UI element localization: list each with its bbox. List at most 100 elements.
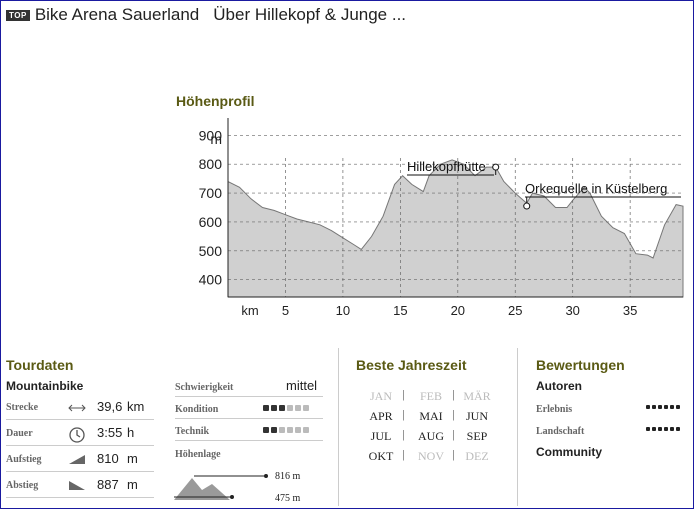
marker-label: Orkequelle in Küstelberg xyxy=(525,181,667,196)
column-divider xyxy=(517,348,518,506)
technik-rating xyxy=(263,427,309,433)
month-jun: JUN xyxy=(465,409,488,423)
month-separator: | xyxy=(452,409,455,421)
column-divider xyxy=(338,348,339,506)
max-elev-dot xyxy=(264,474,268,478)
tour-row-label: Dauer xyxy=(6,428,33,439)
rating-dot xyxy=(646,427,650,431)
rating-dot xyxy=(271,427,277,433)
x-tick-label: 5 xyxy=(282,303,289,318)
rating-dot xyxy=(664,427,668,431)
month-dez: DEZ xyxy=(465,449,489,463)
schwierigkeit-label: Schwierigkeit xyxy=(175,382,234,393)
rating-dot xyxy=(658,405,662,409)
x-tick-label: 35 xyxy=(623,303,637,318)
tour-row-value: 810 xyxy=(97,451,119,466)
elevation-area xyxy=(227,159,684,298)
rating-dot xyxy=(664,405,668,409)
y-tick-label: 400 xyxy=(199,272,223,288)
month-feb: FEB xyxy=(419,389,442,403)
hoehenlage-label: Höhenlage xyxy=(175,449,221,460)
month-mai: MAI xyxy=(419,409,443,423)
tourdaten-title: Tourdaten xyxy=(6,357,74,373)
x-tick-label: 10 xyxy=(336,303,350,318)
month-separator: | xyxy=(402,429,405,441)
erlebnis-rating xyxy=(646,405,680,409)
rating-dot xyxy=(279,427,285,433)
tour-row-label: Abstieg xyxy=(6,480,39,491)
month-jan: JAN xyxy=(369,389,392,403)
month-separator: | xyxy=(402,389,405,401)
rating-dot xyxy=(303,427,309,433)
max-elev-value: 816 m xyxy=(275,471,301,482)
descent-icon xyxy=(68,478,86,496)
altitude-mini-chart xyxy=(174,474,268,500)
month-separator: | xyxy=(452,429,455,441)
landschaft-rating xyxy=(646,427,680,431)
tour-row-unit: h xyxy=(127,425,135,440)
rating-dot xyxy=(287,427,293,433)
landschaft-label: Landschaft xyxy=(536,426,585,437)
x-tick-label: 25 xyxy=(508,303,522,318)
rating-dot xyxy=(670,427,674,431)
tour-row-label: Aufstieg xyxy=(6,454,42,465)
month-separator: | xyxy=(402,409,405,421)
tour-row-value: 39,6 xyxy=(97,399,123,414)
rating-dot xyxy=(652,427,656,431)
distance-icon xyxy=(68,400,86,418)
authors-label: Autoren xyxy=(536,379,582,393)
marker-point xyxy=(523,202,531,210)
x-tick-label: 15 xyxy=(393,303,407,318)
y-tick-label: 600 xyxy=(199,214,223,230)
rating-dot xyxy=(263,405,269,411)
tour-title: Über Hillekopf & Junge ... xyxy=(213,5,407,24)
technik-label: Technik xyxy=(175,426,210,437)
y-tick-label: 700 xyxy=(199,185,223,201)
header-title: Bike Arena Sauerland Über Hillekopf & Jun… xyxy=(35,5,406,25)
mountain-shape xyxy=(174,478,230,500)
rating-dot xyxy=(295,427,301,433)
top-badge: TOP xyxy=(6,9,30,21)
profile-title: Höhenprofil xyxy=(176,93,255,109)
clock-icon xyxy=(68,426,86,449)
x-tick-label: 20 xyxy=(451,303,465,318)
marker-point xyxy=(492,163,500,171)
month-nov: NOV xyxy=(418,449,444,463)
month-mär: MÄR xyxy=(463,389,491,403)
min-elev-value: 475 m xyxy=(275,493,301,504)
tour-row-unit: km xyxy=(127,399,145,414)
tour-row-label: Strecke xyxy=(6,402,39,413)
ratings-title: Bewertungen xyxy=(536,357,625,373)
tour-row-value: 3:55 xyxy=(97,425,123,440)
rating-dot xyxy=(676,427,680,431)
kondition-rating xyxy=(263,405,309,411)
month-aug: AUG xyxy=(418,429,444,443)
tour-row-unit: m xyxy=(127,451,138,466)
rating-dot xyxy=(670,405,674,409)
x-tick-label: 30 xyxy=(565,303,579,318)
rating-dot xyxy=(263,427,269,433)
region-name: Bike Arena Sauerland xyxy=(34,5,200,24)
month-apr: APR xyxy=(369,409,393,423)
rating-dot xyxy=(287,405,293,411)
y-unit-label: m xyxy=(210,131,222,147)
marker-label: Hillekopfhütte xyxy=(407,159,486,174)
month-separator: | xyxy=(452,389,455,401)
schwierigkeit-value: mittel xyxy=(286,378,318,393)
rating-dot xyxy=(295,405,301,411)
divider xyxy=(175,418,323,419)
tour-row-value: 887 xyxy=(97,477,119,492)
rating-dot xyxy=(658,427,662,431)
row-divider xyxy=(6,445,154,446)
divider xyxy=(175,396,323,397)
row-divider xyxy=(6,419,154,420)
x-unit-label: km xyxy=(241,303,258,318)
month-separator: | xyxy=(452,449,455,461)
month-sep: SEP xyxy=(466,429,488,443)
month-okt: OKT xyxy=(368,449,394,463)
rating-dot xyxy=(303,405,309,411)
y-tick-label: 800 xyxy=(199,156,223,172)
y-tick-label: 500 xyxy=(199,243,223,259)
rating-dot xyxy=(646,405,650,409)
